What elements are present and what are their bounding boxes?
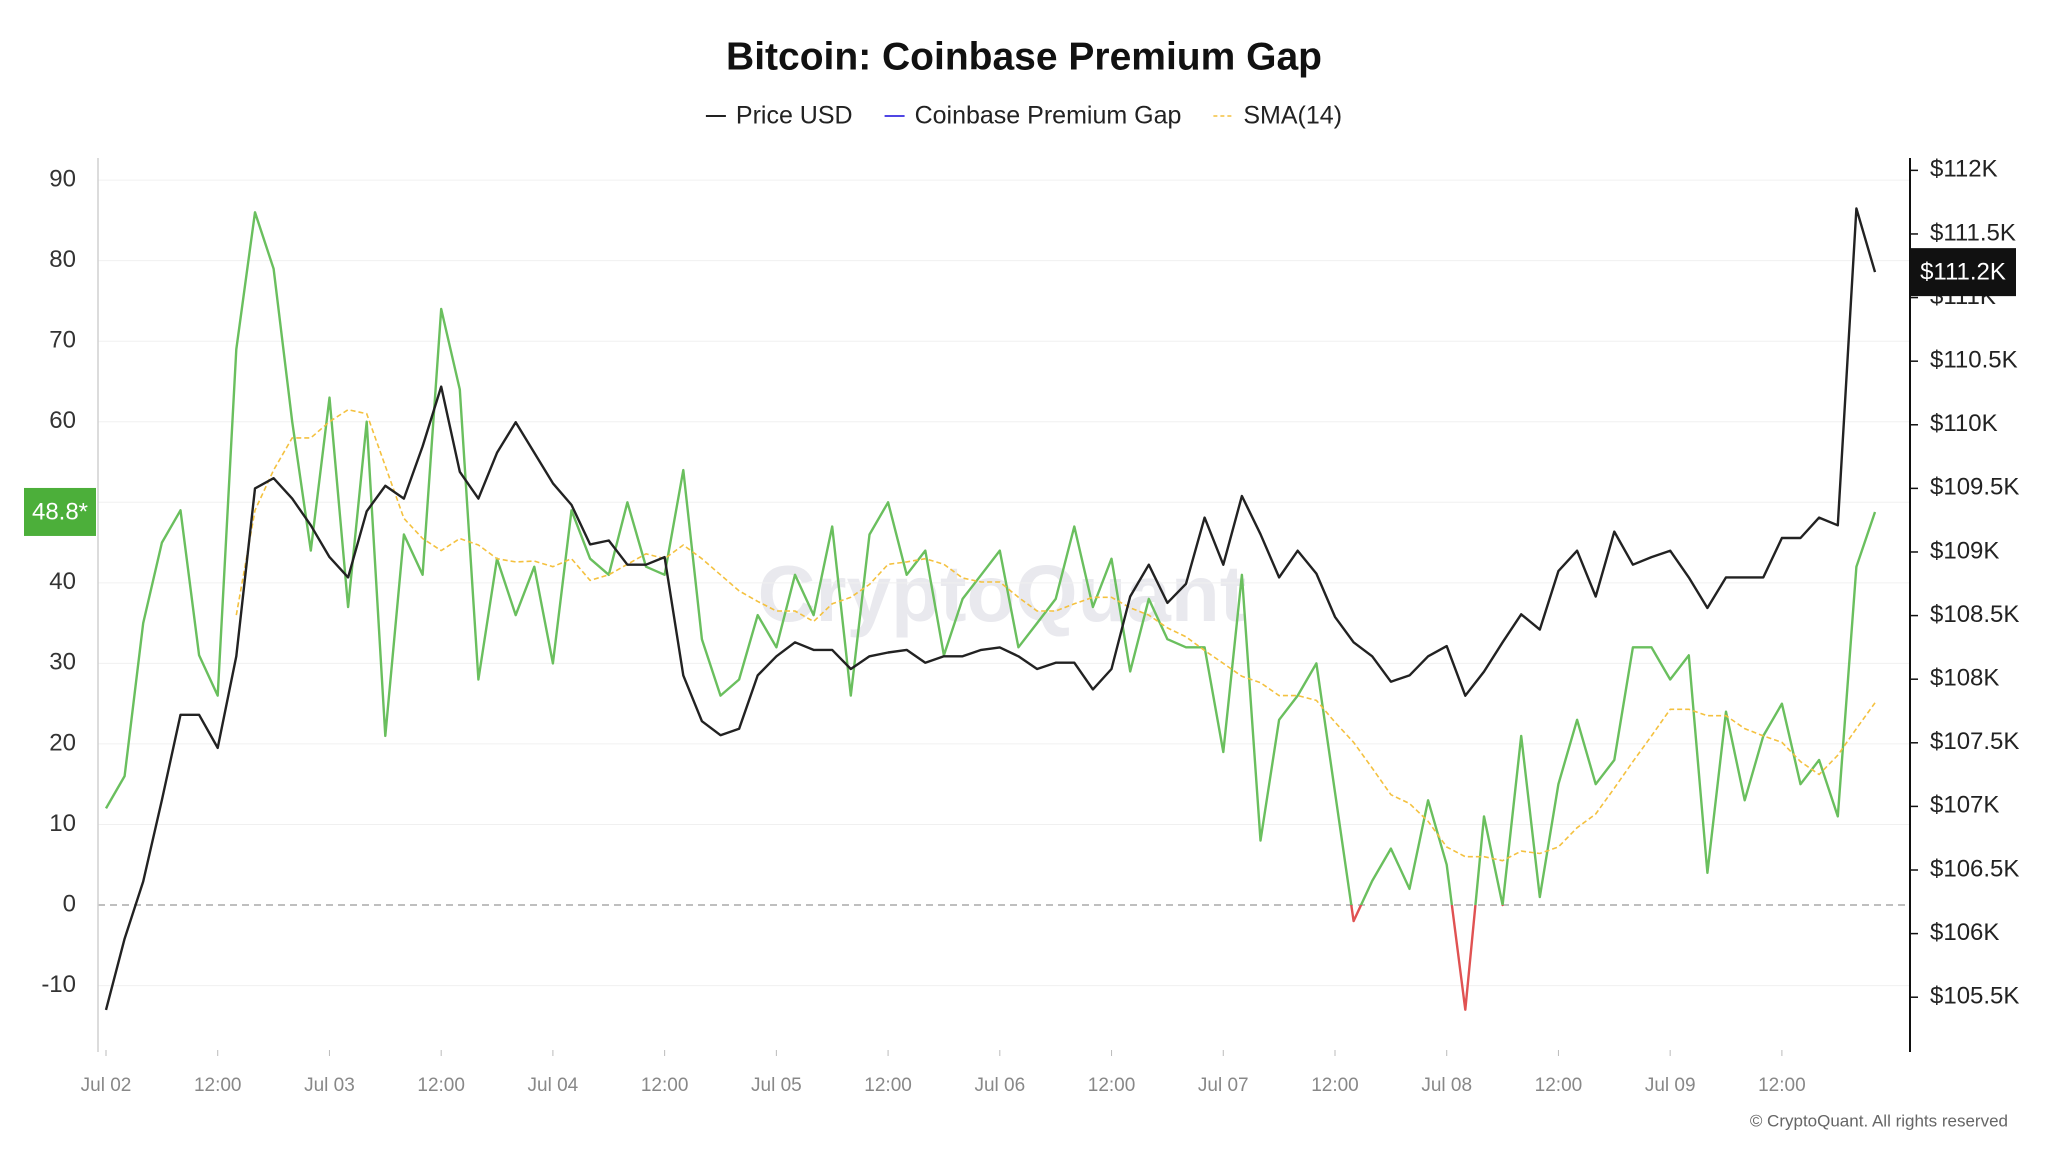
value-box — [1910, 248, 2016, 297]
series-line — [104, 211, 1877, 1011]
value-box-label: $111.2K — [1920, 258, 2006, 285]
y-tick-label: 90 — [49, 165, 76, 192]
y2-tick-label: $107.5K — [1930, 728, 2019, 755]
legend-label: SMA(14) — [1243, 102, 1342, 130]
y-tick-label: 40 — [49, 568, 76, 595]
x-tick-label: Jul 09 — [1645, 1075, 1696, 1096]
y2-tick-label: $110.5K — [1930, 347, 2018, 374]
legend-label: Price USD — [736, 102, 853, 130]
y-tick-label: 30 — [49, 649, 76, 676]
y2-tick-label: $107K — [1930, 792, 1999, 819]
x-tick-label: Jul 03 — [304, 1075, 355, 1096]
x-tick-label: Jul 05 — [751, 1075, 802, 1096]
y2-tick-label: $106K — [1930, 919, 1999, 946]
y-tick-label: 70 — [49, 327, 76, 354]
x-tick-label: 12:00 — [1758, 1075, 1806, 1096]
y-tick-label: 80 — [49, 246, 76, 273]
y2-tick-label: $109K — [1930, 537, 1999, 564]
y-tick-label: 0 — [63, 890, 76, 917]
x-tick-label: 12:00 — [641, 1075, 689, 1096]
y-tick-label: 20 — [49, 729, 76, 756]
y2-tick-label: $106.5K — [1930, 855, 2019, 882]
x-tick-label: Jul 06 — [974, 1075, 1025, 1096]
y2-tick-label: $110K — [1930, 410, 1998, 437]
x-tick-label: Jul 02 — [81, 1075, 132, 1096]
x-tick-label: Jul 07 — [1198, 1075, 1249, 1096]
y-tick-label: -10 — [41, 971, 76, 998]
y2-tick-label: $108K — [1930, 665, 1999, 692]
x-tick-label: Jul 04 — [528, 1075, 579, 1096]
series-line — [235, 408, 1876, 862]
y2-tick-label: $105.5K — [1930, 983, 2019, 1010]
x-tick-label: 12:00 — [417, 1075, 465, 1096]
y2-tick-label: $109.5K — [1930, 474, 2019, 501]
value-box — [24, 487, 96, 536]
x-tick-label: 12:00 — [1535, 1075, 1583, 1096]
credit: © CryptoQuant. All rights reserved — [1750, 1111, 2008, 1130]
y2-tick-label: $111.5K — [1930, 219, 2016, 246]
value-box-label: 48.8* — [32, 498, 88, 525]
y-tick-label: 10 — [49, 810, 76, 837]
x-tick-label: 12:00 — [1088, 1075, 1136, 1096]
series-line — [104, 207, 1877, 1011]
x-tick-label: Jul 08 — [1421, 1075, 1472, 1096]
y2-tick-label: $112K — [1930, 156, 1998, 183]
legend: Price USD Coinbase Premium Gap SMA(14) — [705, 102, 1342, 130]
chart-title: Bitcoin: Coinbase Premium Gap — [726, 35, 1322, 78]
y2-tick-label: $108.5K — [1930, 601, 2019, 628]
x-tick-label: 12:00 — [1311, 1075, 1359, 1096]
x-tick-label: 12:00 — [194, 1075, 242, 1096]
x-tick-label: 12:00 — [864, 1075, 912, 1096]
legend-label: Coinbase Premium Gap — [915, 102, 1182, 130]
y-tick-label: 60 — [49, 407, 76, 434]
